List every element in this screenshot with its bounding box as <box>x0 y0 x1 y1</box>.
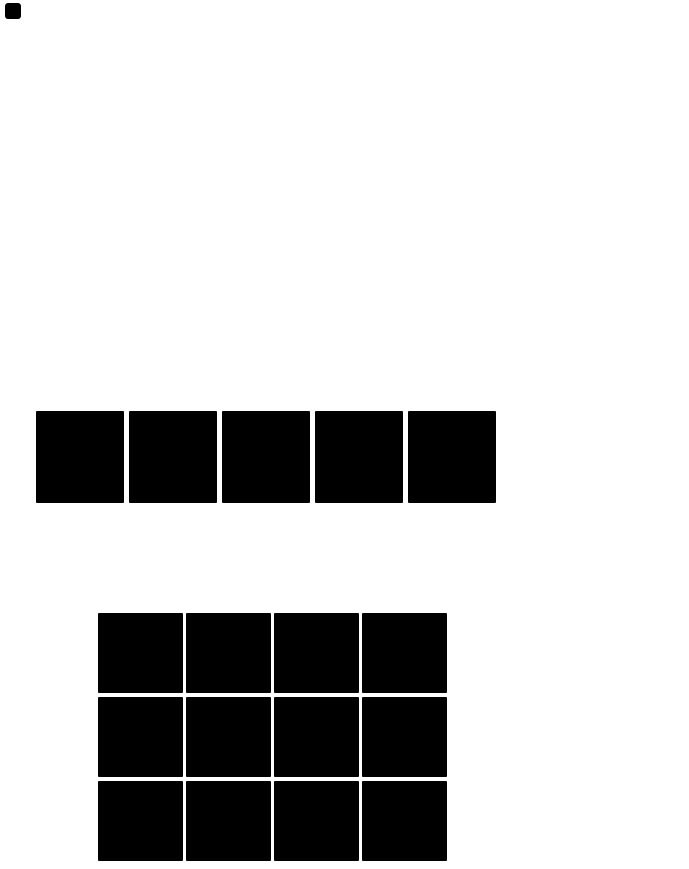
micrograph-clp1-tgnsm-dba-dapi <box>186 697 271 777</box>
chart-irf1-intensity <box>500 393 689 598</box>
micrograph-complement-tgnsm-dba-dapi <box>186 781 271 861</box>
micrograph-pruist <box>129 411 217 503</box>
infection-timeline-diagram <box>0 8 450 178</box>
micrograph-parental-tgist-dba-dapi <box>362 613 447 693</box>
micrograph-clp1-tgist-dba-dapi <box>362 697 447 777</box>
micrograph-parental-tgnsm-dba-dapi <box>186 613 271 693</box>
chart-ruptured-cysts <box>538 180 689 392</box>
micrograph-clp1 <box>315 411 403 503</box>
panel-label <box>5 3 21 19</box>
chart-bioluminescence <box>448 0 689 175</box>
chart-effector-intensity <box>458 596 689 869</box>
micrograph-parental-tgnsm-ty <box>98 613 183 693</box>
micrograph-parental-tgist-ty <box>274 613 359 693</box>
micrograph-clp1-tgnsm-ty <box>98 697 183 777</box>
micrograph-complement-tgist-dba-dapi <box>362 781 447 861</box>
micrograph-complement <box>408 411 496 503</box>
micrograph-parental <box>222 411 310 503</box>
micrograph-me49nsm <box>36 411 124 503</box>
micrograph-clp1-tgist-ty <box>274 697 359 777</box>
chart-cyst-burden <box>10 180 245 392</box>
chart-cyst-diameter <box>252 180 514 392</box>
micrograph-complement-tgnsm-ty <box>98 781 183 861</box>
micrograph-complement-tgist-ty <box>274 781 359 861</box>
